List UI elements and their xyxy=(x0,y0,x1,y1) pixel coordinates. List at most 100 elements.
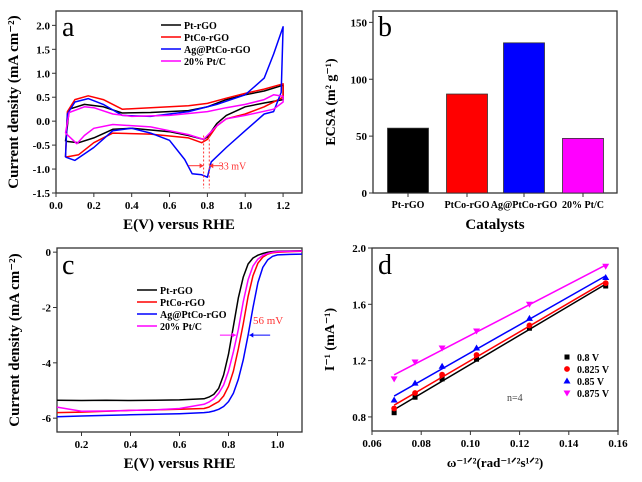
legend-marker xyxy=(563,377,571,384)
category-label: Ag@PtCo-rGO xyxy=(491,200,558,211)
y-tick-label: -1.5 xyxy=(33,188,51,200)
bar xyxy=(562,137,604,194)
category-label: PtCo-rGO xyxy=(445,200,490,211)
y-tick-label: -6 xyxy=(42,413,52,425)
data-point xyxy=(602,263,610,270)
series-line xyxy=(56,253,303,418)
y-tick-label: -0.5 xyxy=(33,140,51,152)
fit-line xyxy=(393,264,607,376)
data-point xyxy=(526,322,533,329)
legend-label: 20% Pt/C xyxy=(184,57,226,68)
data-point xyxy=(411,359,419,366)
legend-label: 0.85 V xyxy=(577,377,605,388)
legend-label: PtCo-rGO xyxy=(160,298,205,309)
fit-line xyxy=(393,280,607,406)
fit-line xyxy=(393,283,607,411)
legend-label: PtCo-rGO xyxy=(184,33,229,44)
arrow-head xyxy=(231,332,236,338)
bar xyxy=(387,127,429,194)
series-line xyxy=(56,250,303,412)
data-point xyxy=(525,314,533,321)
y-tick-label: -1.0 xyxy=(33,164,51,176)
legend-label: Pt-rGO xyxy=(160,286,193,297)
y-tick-label: 150 xyxy=(351,17,368,29)
panel-label: b xyxy=(378,12,392,43)
x-tick-label: 0.2 xyxy=(87,200,101,212)
x-tick-label: 0.2 xyxy=(75,439,89,451)
y-tick-label: 50 xyxy=(356,131,368,143)
data-point xyxy=(439,376,445,382)
legend-label: Ag@PtCo-rGO xyxy=(184,45,251,56)
y-tick-label: 0.0 xyxy=(36,116,50,128)
x-tick-label: 0.8 xyxy=(201,200,215,212)
x-tick-label: 0.12 xyxy=(510,438,530,450)
data-point xyxy=(390,396,398,403)
y-tick-label: 1.5 xyxy=(36,44,50,56)
x-axis-title: ω⁻¹ᐟ²(rad⁻¹ᐟ²s¹ᐟ²) xyxy=(447,455,543,470)
y-tick-label: 0 xyxy=(46,247,52,259)
y-axis-title: Current density (mA cm⁻²) xyxy=(6,15,22,188)
y-tick-label: 0 xyxy=(362,188,368,200)
x-tick-label: 0.14 xyxy=(559,438,579,450)
y-tick-label: 1.0 xyxy=(36,68,50,80)
x-tick-label: 1.2 xyxy=(276,200,290,212)
y-tick-label: -4 xyxy=(42,358,52,370)
panel-label: d xyxy=(378,250,392,281)
data-point xyxy=(412,394,418,400)
panel-label: a xyxy=(62,12,75,43)
y-tick-label: 2.0 xyxy=(352,243,366,255)
category-label: Pt-rGO xyxy=(392,200,425,211)
y-tick-label: -2 xyxy=(42,302,52,314)
data-point xyxy=(438,362,446,369)
y-tick-label: 100 xyxy=(351,74,368,86)
y-tick-label: 1.2 xyxy=(352,356,366,368)
y-tick-label: 0.8 xyxy=(352,412,366,424)
y-tick-label: 2.0 xyxy=(36,20,50,32)
y-tick-label: 0.5 xyxy=(36,92,50,104)
data-point xyxy=(473,344,481,351)
panel-d: d xyxy=(368,247,619,435)
x-tick-label: 0.0 xyxy=(49,200,63,212)
x-tick-label: 0.6 xyxy=(163,200,177,212)
x-tick-label: 0.4 xyxy=(125,200,139,212)
data-point xyxy=(525,301,533,308)
series-line xyxy=(64,26,284,178)
plot-frame xyxy=(371,247,619,432)
plot-frame xyxy=(372,10,618,194)
x-tick-label: 0.16 xyxy=(608,438,628,450)
x-tick-label: 0.8 xyxy=(222,439,236,451)
legend-marker xyxy=(564,354,570,360)
data-point xyxy=(602,274,610,281)
data-point xyxy=(390,376,398,383)
data-point xyxy=(411,379,419,386)
legend-label: Ag@PtCo-rGO xyxy=(160,310,227,321)
legend-label: Pt-rGO xyxy=(184,21,217,32)
arrow-head xyxy=(209,163,214,169)
fit-line xyxy=(393,275,607,397)
legend-label: 20% Pt/C xyxy=(160,322,202,333)
series-line xyxy=(56,250,303,402)
panel-a: a xyxy=(52,10,303,197)
x-tick-label: 0.4 xyxy=(124,439,138,451)
arrow-head xyxy=(199,163,204,169)
data-point xyxy=(412,390,418,396)
y-axis-title: Current density (mA cm⁻²) xyxy=(7,253,23,426)
data-point xyxy=(473,352,480,358)
y-axis-title: ECSA (m² g⁻¹) xyxy=(324,58,339,146)
x-tick-label: 1.0 xyxy=(238,200,252,212)
series-line xyxy=(64,94,284,145)
panel-c: c xyxy=(53,247,303,436)
y-axis-title: I⁻¹ (mA⁻¹) xyxy=(323,308,338,372)
plot-frame xyxy=(56,247,303,433)
annotation-label: 33 mV xyxy=(219,162,247,173)
category-label: 20% Pt/C xyxy=(562,200,604,211)
data-point xyxy=(438,345,446,352)
data-point xyxy=(473,328,481,335)
x-axis-title: E(V) versus RHE xyxy=(124,456,236,472)
legend-label: 0.825 V xyxy=(577,365,610,376)
bar xyxy=(446,93,488,194)
x-tick-label: 1.0 xyxy=(271,439,285,451)
x-axis-title: E(V) versus RHE xyxy=(123,217,235,233)
panel-b: b xyxy=(369,10,618,197)
